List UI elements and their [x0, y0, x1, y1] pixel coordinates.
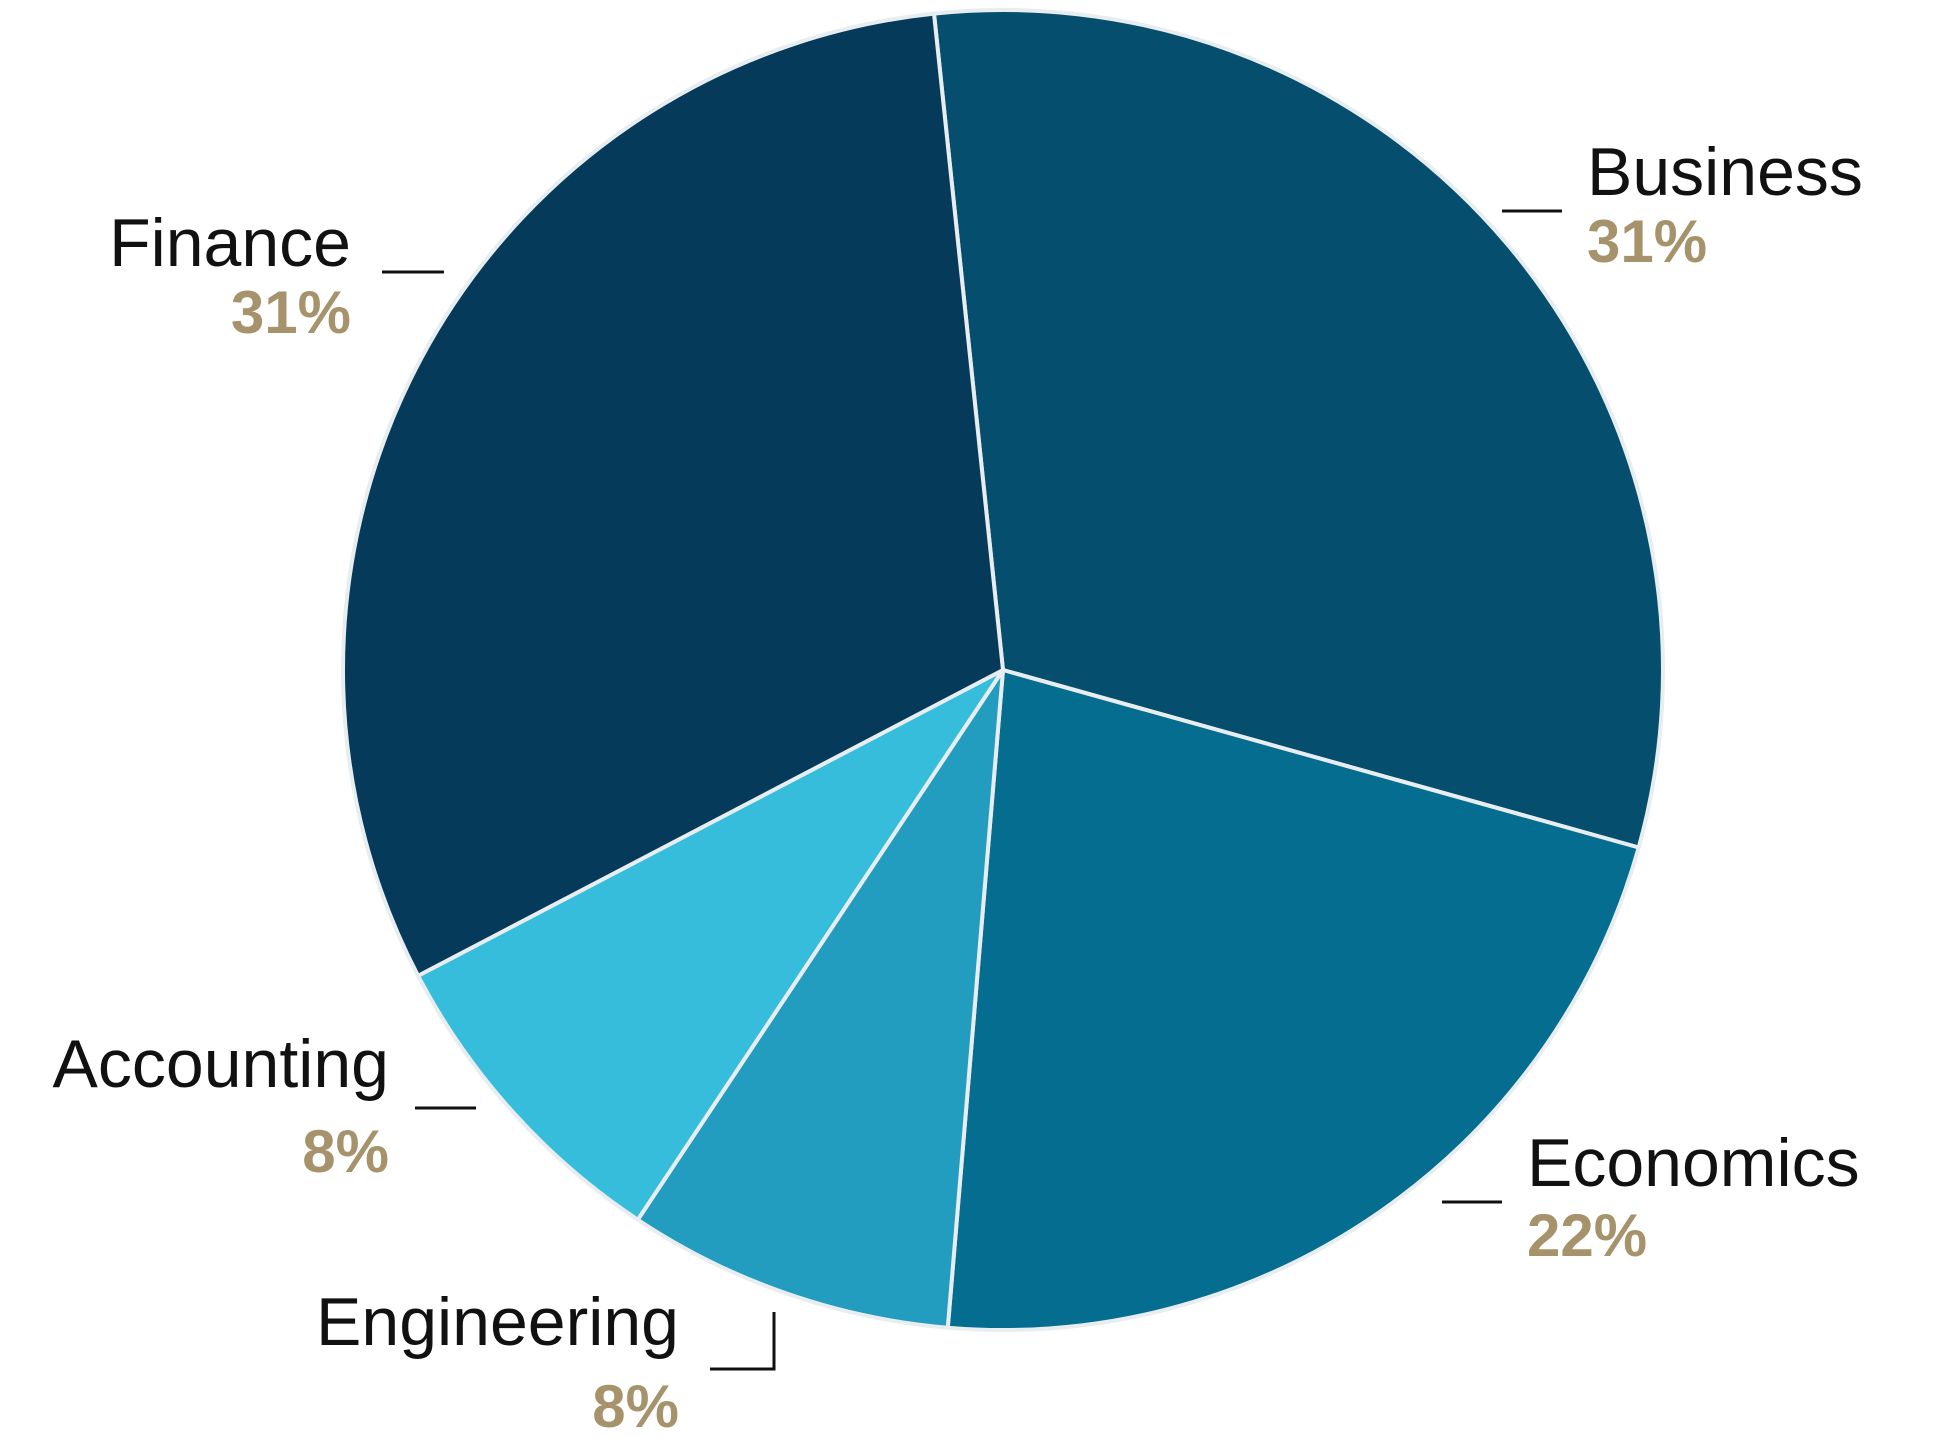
- slice-percent-economics: 22%: [1527, 1202, 1647, 1269]
- slice-label-economics: Economics: [1527, 1125, 1860, 1201]
- label-finance: Finance 31%: [109, 205, 444, 346]
- slice-label-business: Business: [1587, 134, 1863, 210]
- label-engineering: Engineering 8%: [316, 1284, 776, 1437]
- slice-percent-engineering: 8%: [592, 1373, 679, 1437]
- pie-slice-finance: [341, 11, 1005, 978]
- slice-percent-business: 31%: [1587, 208, 1707, 275]
- label-accounting: Accounting 8%: [53, 1026, 476, 1185]
- label-business: Business 31%: [1502, 134, 1863, 275]
- slice-label-finance: Finance: [109, 205, 351, 281]
- slice-percent-accounting: 8%: [302, 1118, 389, 1185]
- slice-label-engineering: Engineering: [316, 1284, 679, 1360]
- slice-label-accounting: Accounting: [53, 1026, 389, 1102]
- pie-slice-business: [932, 8, 1665, 850]
- slice-percent-finance: 31%: [231, 279, 351, 346]
- label-economics: Economics 22%: [1442, 1125, 1860, 1269]
- leader-line-engineering: [710, 1312, 776, 1371]
- pie-slice-engineering: [635, 668, 1005, 1330]
- pie-slice-economics: [945, 668, 1641, 1332]
- pie-slice-accounting: [416, 668, 1005, 1222]
- pie-slices: [341, 8, 1665, 1332]
